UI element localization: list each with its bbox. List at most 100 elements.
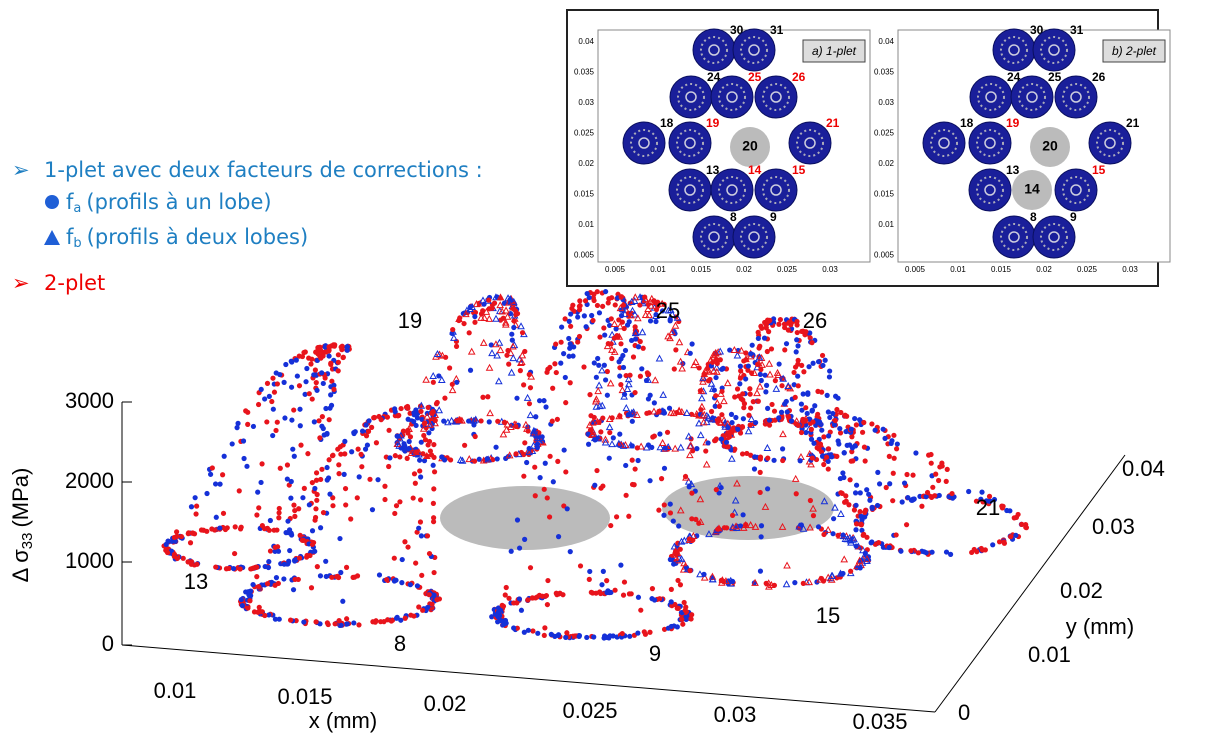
scatter-point <box>484 456 490 462</box>
scatter-point <box>296 506 302 512</box>
scatter-point <box>419 572 425 578</box>
scatter-point <box>402 443 408 449</box>
scatter-point <box>291 453 297 459</box>
scatter-point <box>846 533 854 541</box>
scatter-point <box>689 341 695 347</box>
scatter-point <box>745 363 751 369</box>
scatter-point <box>979 489 985 495</box>
scatter-point <box>282 415 288 421</box>
fiber <box>1054 75 1098 119</box>
inset-x-tick-label: 0.02 <box>1036 265 1052 274</box>
scatter-point <box>606 379 615 387</box>
fiber-pattern <box>976 129 1004 157</box>
inset-y-tick-label: 0.04 <box>878 37 894 46</box>
main-plot: Δ σ33(MPa) x (mm) y (mm) 0 1000 2000 3000 0.… <box>8 288 1165 734</box>
scatter-point <box>271 389 278 395</box>
scatter-point <box>571 344 577 350</box>
scatter-point <box>809 340 815 346</box>
scatter-point <box>974 549 980 555</box>
scatter-point <box>661 502 667 508</box>
scatter-point <box>771 582 778 588</box>
scatter-point <box>220 472 226 478</box>
scatter-point <box>843 493 849 499</box>
scatter-point <box>416 525 422 531</box>
scatter-point <box>810 513 817 519</box>
scatter-point <box>367 476 373 482</box>
scatter-point <box>521 473 527 479</box>
scatter-point <box>284 476 290 482</box>
fiber-pattern <box>700 223 728 251</box>
scatter-point <box>342 438 348 444</box>
scatter-point <box>757 489 763 496</box>
scatter-point <box>633 410 641 418</box>
scatter-point <box>670 542 679 550</box>
scatter-point <box>421 458 428 464</box>
scatter-point <box>617 431 623 437</box>
scatter-point <box>632 389 638 396</box>
fiber <box>1054 168 1098 212</box>
scatter-point <box>594 289 600 295</box>
scatter-point <box>420 607 426 613</box>
inset-x-tick-label: 0.03 <box>822 265 838 274</box>
fiber-pattern <box>762 176 790 204</box>
scatter-point <box>820 362 826 369</box>
scatter-point <box>667 556 673 563</box>
scatter-point <box>505 347 511 354</box>
scatter-point <box>204 528 210 534</box>
scatter-point <box>412 480 418 486</box>
scatter-point <box>903 522 910 528</box>
scatter-point <box>274 381 281 387</box>
scatter-point <box>488 342 494 348</box>
scatter-point <box>413 422 419 429</box>
scatter-point <box>527 372 536 380</box>
scatter-point <box>637 442 645 450</box>
scatter-point <box>713 374 719 381</box>
scatter-point <box>320 509 327 516</box>
scatter-point <box>358 451 364 457</box>
scatter-point <box>398 405 404 412</box>
scatter-point <box>634 445 640 451</box>
scatter-point <box>840 570 846 577</box>
scatter-point <box>728 454 736 462</box>
scatter-point <box>496 301 505 309</box>
scatter-point <box>898 548 904 554</box>
scatter-point <box>864 487 870 493</box>
scatter-point <box>417 497 424 503</box>
scatter-point <box>418 439 424 445</box>
scatter-point <box>422 437 429 443</box>
scatter-point <box>708 408 715 415</box>
scatter-point <box>404 455 410 461</box>
scatter-point <box>467 367 474 373</box>
scatter-point <box>492 314 500 322</box>
scatter-point <box>274 419 280 425</box>
scatter-point <box>806 364 812 370</box>
scatter-point <box>608 345 616 353</box>
scatter-point <box>973 498 980 504</box>
scatter-point <box>291 502 297 508</box>
scatter-point <box>638 328 647 336</box>
scatter-point <box>281 576 287 582</box>
scatter-point <box>891 455 897 461</box>
scatter-point <box>690 448 696 454</box>
inset-y-tick-label: 0.035 <box>574 68 595 77</box>
scatter-point <box>756 382 764 390</box>
scatter-point <box>656 443 665 451</box>
scatter-point <box>437 375 446 383</box>
scatter-point <box>930 484 936 490</box>
scatter-point <box>309 479 315 486</box>
scatter-point <box>495 418 501 424</box>
scatter-point <box>755 335 761 342</box>
scatter-point <box>794 337 800 343</box>
scatter-point <box>536 592 543 598</box>
scatter-point <box>675 605 681 612</box>
scatter-point <box>604 392 610 398</box>
scatter-point <box>303 379 309 385</box>
scatter-point <box>312 367 318 373</box>
scatter-point <box>313 477 320 483</box>
scatter-point <box>344 616 350 622</box>
scatter-point <box>818 575 825 582</box>
scatter-point <box>744 450 750 457</box>
scatter-point <box>286 527 293 533</box>
scatter-point <box>616 359 622 365</box>
scatter-point <box>664 429 671 435</box>
